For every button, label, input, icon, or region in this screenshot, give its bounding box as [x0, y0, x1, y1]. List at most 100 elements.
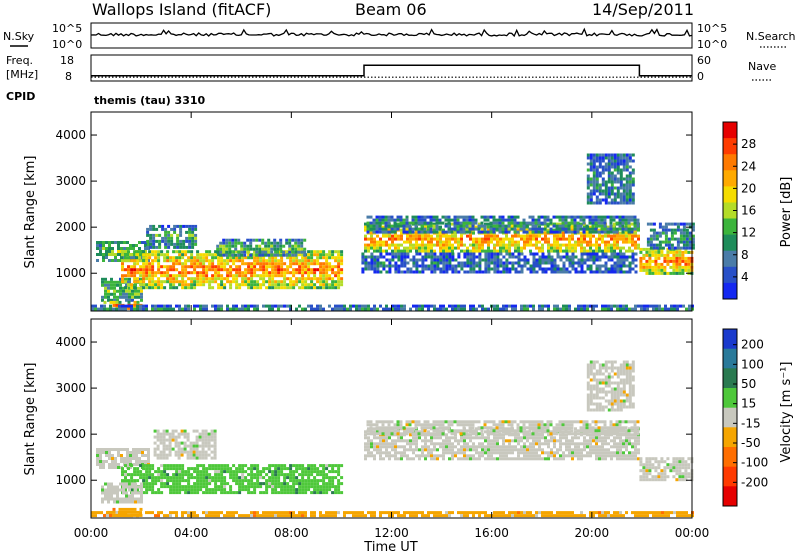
- velocity-cell: [192, 456, 196, 460]
- power-cell: [313, 259, 317, 263]
- power-cell: [421, 240, 424, 244]
- power-cell: [295, 280, 299, 284]
- power-cell: [541, 258, 545, 262]
- velocity-cell: [196, 464, 200, 468]
- power-cell: [504, 230, 508, 234]
- power-cell: [121, 274, 124, 278]
- power-cell: [475, 249, 478, 253]
- power-cell: [100, 307, 103, 311]
- power-cell: [166, 259, 170, 263]
- velocity-cell: [124, 507, 128, 511]
- power-cell: [267, 247, 271, 251]
- power-cell: [511, 267, 515, 271]
- power-cell: [164, 233, 168, 237]
- velocity-cell: [292, 473, 296, 477]
- power-cell: [610, 177, 614, 181]
- power-cell: [457, 246, 460, 250]
- velocity-cell: [388, 454, 391, 458]
- power-cell: [577, 243, 580, 247]
- velocity-cell: [140, 488, 143, 492]
- power-cell: [574, 307, 577, 311]
- power-cell: [621, 215, 625, 219]
- power-cell: [538, 267, 542, 271]
- power-cell: [337, 283, 341, 287]
- velocity-cell: [214, 482, 218, 486]
- power-cell: [601, 156, 605, 160]
- power-cell: [182, 245, 186, 249]
- power-cell: [322, 250, 326, 254]
- power-cell: [682, 225, 686, 229]
- power-cell: [145, 277, 149, 281]
- power-cell: [349, 304, 352, 308]
- power-cell: [94, 304, 97, 308]
- power-cell: [307, 259, 311, 263]
- power-cell: [622, 195, 626, 199]
- power-cell: [436, 237, 439, 241]
- power-cell: [688, 246, 692, 250]
- power-cell: [400, 234, 403, 238]
- velocity-cell: [250, 476, 254, 480]
- power-cell: [472, 307, 475, 311]
- power-cell: [376, 240, 379, 244]
- power-cell: [421, 307, 424, 311]
- power-cell: [589, 192, 593, 196]
- power-cell: [361, 261, 365, 265]
- velocity-cell: [199, 479, 203, 483]
- velocity-cell: [238, 488, 242, 492]
- power-cell: [132, 253, 135, 256]
- velocity-cell: [175, 491, 179, 495]
- power-cell: [322, 280, 326, 284]
- power-cell: [670, 231, 674, 235]
- power-cell: [241, 283, 245, 287]
- velocity-cell: [418, 430, 421, 434]
- power-cell: [151, 271, 155, 275]
- velocity-cell: [415, 448, 418, 452]
- power-cell: [514, 240, 517, 244]
- power-cell: [678, 271, 682, 275]
- power-cell: [139, 283, 143, 287]
- velocity-cell: [192, 447, 196, 451]
- power-cell: [133, 274, 137, 278]
- power-cell: [628, 261, 632, 265]
- velocity-cell: [124, 488, 127, 492]
- power-cell: [216, 247, 220, 251]
- power-cell: [547, 249, 550, 253]
- power-cell: [448, 234, 451, 238]
- power-cell: [379, 237, 382, 241]
- velocity-cell: [466, 457, 469, 461]
- power-cell: [453, 215, 457, 219]
- power-cell: [562, 234, 565, 238]
- power-cell: [430, 243, 433, 247]
- velocity-cell: [322, 479, 326, 483]
- power-cell: [188, 236, 192, 240]
- velocity-cell: [382, 436, 385, 440]
- power-cell: [367, 267, 371, 271]
- power-cell: [585, 227, 589, 231]
- power-cell: [481, 243, 484, 247]
- power-cell: [607, 307, 610, 311]
- power-cell: [679, 231, 683, 235]
- power-cell: [199, 253, 203, 257]
- power-cell: [181, 268, 185, 272]
- power-cell: [598, 162, 602, 166]
- velocity-cell: [313, 470, 317, 474]
- power-cell: [583, 270, 587, 274]
- power-cell: [564, 215, 568, 219]
- power-cell: [253, 262, 257, 266]
- power-cell: [194, 239, 198, 243]
- power-cell: [625, 189, 629, 193]
- velocity-cell: [430, 436, 433, 440]
- power-cell: [146, 245, 150, 249]
- power-cell: [490, 240, 493, 244]
- power-cell: [540, 227, 544, 231]
- power-cell: [670, 246, 674, 250]
- velocity-cell: [127, 507, 131, 511]
- power-cell: [225, 250, 229, 254]
- power-cell: [104, 289, 107, 293]
- power-cell: [322, 307, 325, 311]
- velocity-cell: [132, 451, 135, 454]
- power-cell: [507, 230, 511, 234]
- power-cell: [220, 304, 223, 308]
- power-cell: [486, 215, 490, 219]
- power-cell: [121, 307, 124, 311]
